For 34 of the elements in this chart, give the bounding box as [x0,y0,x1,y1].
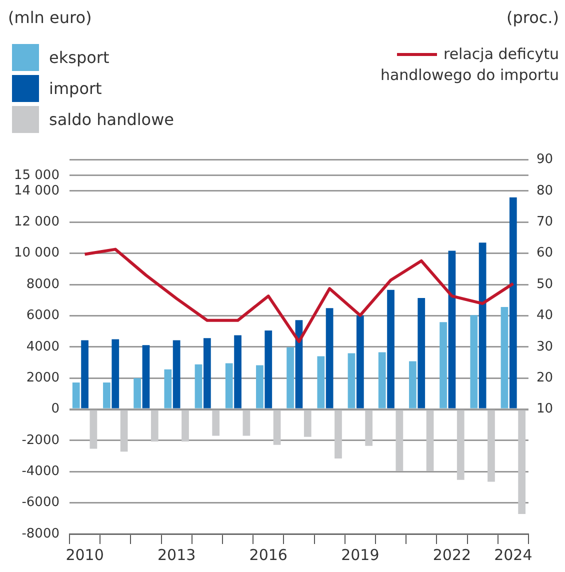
legend-label: saldo handlowe [49,110,174,129]
y2-tick-label: 70 [536,214,554,230]
y-tick-label: -8000 [22,526,60,542]
y-tick-label: -2000 [22,432,60,448]
y-tick-label: 8000 [26,276,60,292]
y2-tick-label: 10 [536,402,554,417]
x-tick-label: 2010 [66,546,104,564]
text: (proc.) [506,8,559,27]
legend-label: import [49,79,102,98]
y2-tick-label: 60 [536,246,554,261]
legend-label: eksport [49,48,110,67]
x-tick-label: 2013 [157,546,196,564]
text: (mln euro) [8,8,92,27]
x-tick-label: 2022 [432,546,472,564]
legend-label: relacja deficytu handlowego do importu [380,45,559,84]
x-tick-label: 2019 [341,546,380,564]
y-tick-label: 14 000 [14,183,60,198]
y-tick-label: 12 000 [14,214,60,230]
y-tick-label: 15 000 [14,168,60,183]
y2-tick-label: 20 [536,370,554,386]
y2-tick-label: 40 [536,308,554,324]
x-tick-label: 2016 [249,546,288,564]
y-tick-label: -4000 [22,464,60,480]
y-tick-label: 0 [51,402,60,417]
y-tick-label: 10 000 [14,246,60,261]
y-tick-label: 4000 [26,339,60,354]
y2-tick-label: 30 [536,339,554,354]
y-tick-label: 6000 [26,308,60,324]
x-tick-label: 2024 [494,546,532,564]
y-tick-label: 2000 [26,370,60,386]
y2-tick-label: 90 [536,152,554,168]
y2-tick-label: 50 [536,276,554,292]
y-tick-label: -6000 [22,495,60,510]
y2-tick-label: 80 [536,183,554,198]
